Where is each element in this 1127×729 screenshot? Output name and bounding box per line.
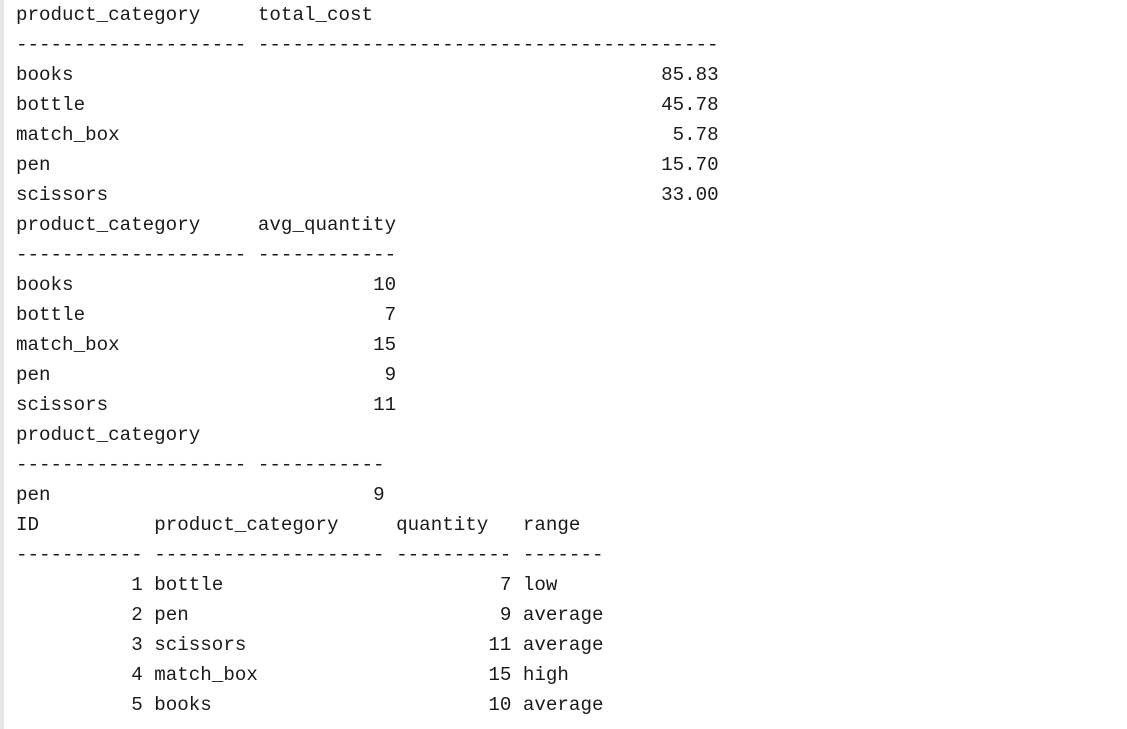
table-cell: bottle: [16, 94, 86, 116]
table-cell: pen: [154, 604, 189, 626]
table-cell: books: [154, 694, 212, 716]
separator: ----------------------------------------: [257, 34, 719, 56]
table-cell: bottle: [154, 574, 224, 596]
table-cell: 9: [384, 364, 397, 386]
table-cell: 2: [131, 604, 143, 626]
table-cell: 15: [373, 334, 397, 356]
table-cell: 9: [499, 604, 512, 626]
separator: -----------: [16, 544, 143, 566]
table-cell: 33.00: [661, 184, 719, 206]
separator: -------: [522, 544, 604, 566]
table-cell: average: [522, 634, 604, 656]
table-cell: books: [16, 64, 74, 86]
table-cell: 10: [373, 274, 397, 296]
table-cell: 45.78: [661, 94, 719, 116]
table-cell: pen: [16, 484, 51, 506]
table-cell: match_box: [16, 334, 120, 356]
table-cell: 9: [373, 484, 385, 506]
separator: ----------: [396, 544, 512, 566]
table-cell: low: [522, 574, 558, 596]
column-header: product_category: [16, 424, 201, 446]
separator: --------------------: [154, 544, 385, 566]
table-cell: books: [16, 274, 74, 296]
column-header: ID: [16, 514, 40, 536]
table-cell: scissors: [16, 184, 109, 206]
table-cell: 85.83: [661, 64, 719, 86]
table-cell: 15: [488, 664, 512, 686]
column-header: total_cost: [257, 4, 374, 26]
left-border: [0, 0, 4, 729]
table-cell: 11: [488, 634, 512, 656]
table-cell: 3: [131, 634, 143, 656]
table-cell: match_box: [154, 664, 258, 686]
separator: ------------: [257, 244, 397, 266]
separator: --------------------: [16, 34, 247, 56]
table-cell: 7: [384, 304, 397, 326]
table-cell: scissors: [16, 394, 109, 416]
table-cell: average: [522, 604, 604, 626]
table-cell: 7: [499, 574, 512, 596]
table-cell: 11: [373, 394, 397, 416]
table-cell: match_box: [16, 124, 120, 146]
table-cell: 10: [488, 694, 512, 716]
table-cell: 5: [131, 694, 143, 716]
table-cell: scissors: [154, 634, 247, 656]
column-header: quantity: [396, 514, 489, 536]
table-cell: 4: [131, 664, 143, 686]
table-cell: pen: [16, 154, 51, 176]
separator: --------------------: [16, 244, 247, 266]
column-header: avg_quantity: [257, 214, 397, 236]
column-header: product_category: [154, 514, 339, 536]
table-cell: high: [522, 664, 569, 686]
table-cell: 1: [131, 574, 143, 596]
column-header: product_category: [16, 214, 201, 236]
column-header: product_category: [16, 4, 201, 26]
separator: -----------: [257, 454, 385, 476]
table-cell: average: [522, 694, 604, 716]
table-cell: 5.78: [672, 124, 719, 146]
table-cell: bottle: [16, 304, 86, 326]
table-cell: 15.70: [661, 154, 719, 176]
separator: --------------------: [16, 454, 247, 476]
table-cell: pen: [16, 364, 51, 386]
column-header: range: [522, 514, 581, 536]
